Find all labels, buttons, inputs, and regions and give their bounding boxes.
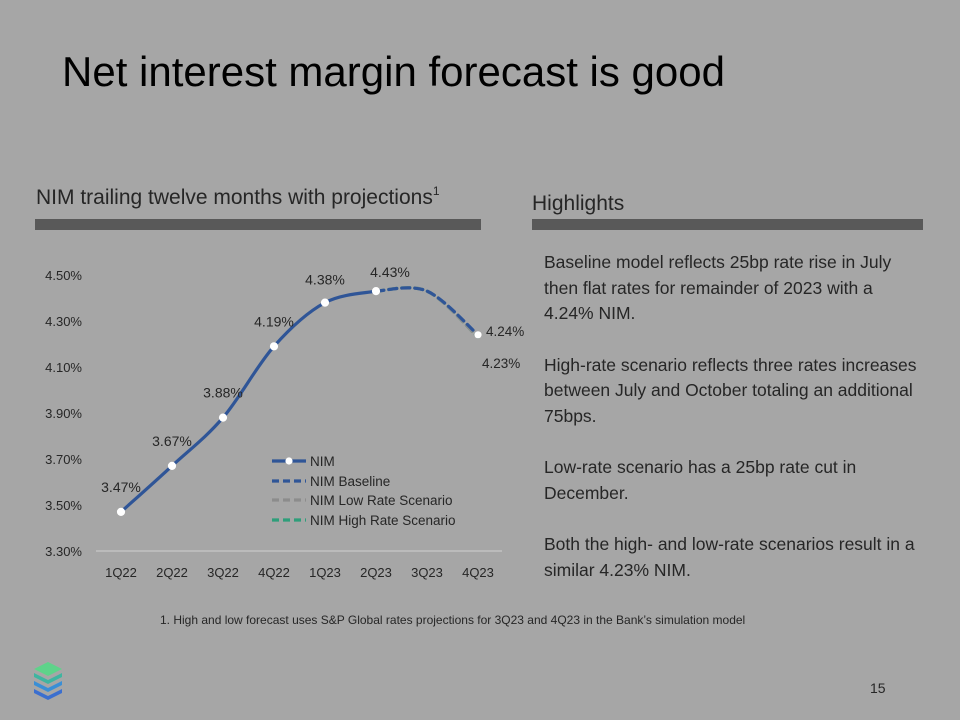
baseline-data-label: 4.24%	[486, 324, 524, 339]
highlights-list: Baseline model reflects 25bp rate rise i…	[544, 250, 924, 609]
chart-heading: NIM trailing twelve months with projecti…	[36, 184, 440, 210]
y-tick-label: 3.90%	[45, 406, 82, 421]
highlights-heading-divider	[532, 219, 923, 230]
nim-point	[269, 342, 279, 351]
low-rate-data-label: 4.23%	[482, 356, 520, 371]
stacked-layers-logo-icon	[32, 660, 64, 707]
x-tick-label: 4Q22	[258, 565, 290, 580]
x-tick-label: 1Q23	[309, 565, 341, 580]
x-tick-label: 2Q23	[360, 565, 392, 580]
x-tick-label: 2Q22	[156, 565, 188, 580]
nim-data-label: 4.19%	[254, 313, 294, 329]
legend-label-nim-baseline: NIM Baseline	[310, 474, 390, 489]
y-tick-label: 4.30%	[45, 314, 82, 329]
nim-data-label: 3.67%	[152, 433, 192, 449]
nim-point	[116, 507, 126, 516]
nim-point	[167, 461, 177, 470]
legend-label-nim-high-rate-scenario: NIM High Rate Scenario	[310, 513, 456, 528]
y-tick-label: 4.10%	[45, 360, 82, 375]
highlights-heading: Highlights	[532, 192, 625, 215]
x-tick-label: 4Q23	[462, 565, 494, 580]
nim-high-rate-scenario-line	[374, 286, 480, 339]
nim-data-label: 3.47%	[101, 479, 141, 495]
nim-point	[371, 287, 381, 296]
x-tick-label: 3Q23	[411, 565, 443, 580]
x-tick-label: 3Q22	[207, 565, 239, 580]
nim-point	[218, 413, 228, 422]
nim-baseline-end-point	[474, 331, 482, 339]
footnote-marker: 1	[432, 184, 440, 198]
footnote: 1. High and low forecast uses S&P Global…	[160, 613, 746, 627]
x-tick-label: 1Q22	[105, 565, 137, 580]
y-tick-label: 3.30%	[45, 544, 82, 559]
nim-data-label: 4.38%	[305, 272, 345, 288]
y-tick-label: 3.70%	[45, 452, 82, 467]
highlight-high-rate: High-rate scenario reflects three rates …	[544, 354, 917, 426]
legend-label-nim-low-rate-scenario: NIM Low Rate Scenario	[310, 493, 453, 508]
nim-low-rate-scenario-line	[374, 286, 480, 339]
y-tick-label: 4.50%	[45, 268, 82, 283]
nim-data-label: 3.88%	[203, 385, 243, 401]
highlight-low-rate: Low-rate scenario has a 25bp rate cut in…	[544, 457, 857, 503]
nim-baseline-line	[374, 286, 480, 337]
nim-data-label: 4.43%	[370, 264, 410, 280]
chart-heading-text: NIM trailing twelve months with projecti…	[36, 186, 433, 209]
y-tick-label: 3.50%	[45, 498, 82, 513]
highlight-both-scenarios: Both the high- and low-rate scenarios re…	[544, 534, 915, 580]
slide-title: Net interest margin forecast is good	[62, 48, 725, 95]
legend-marker-nim	[285, 457, 293, 465]
nim-point	[320, 298, 330, 307]
chart-heading-divider	[35, 219, 481, 230]
highlight-baseline: Baseline model reflects 25bp rate rise i…	[544, 252, 892, 323]
legend-label-nim: NIM	[310, 454, 335, 469]
page-number: 15	[870, 680, 886, 696]
